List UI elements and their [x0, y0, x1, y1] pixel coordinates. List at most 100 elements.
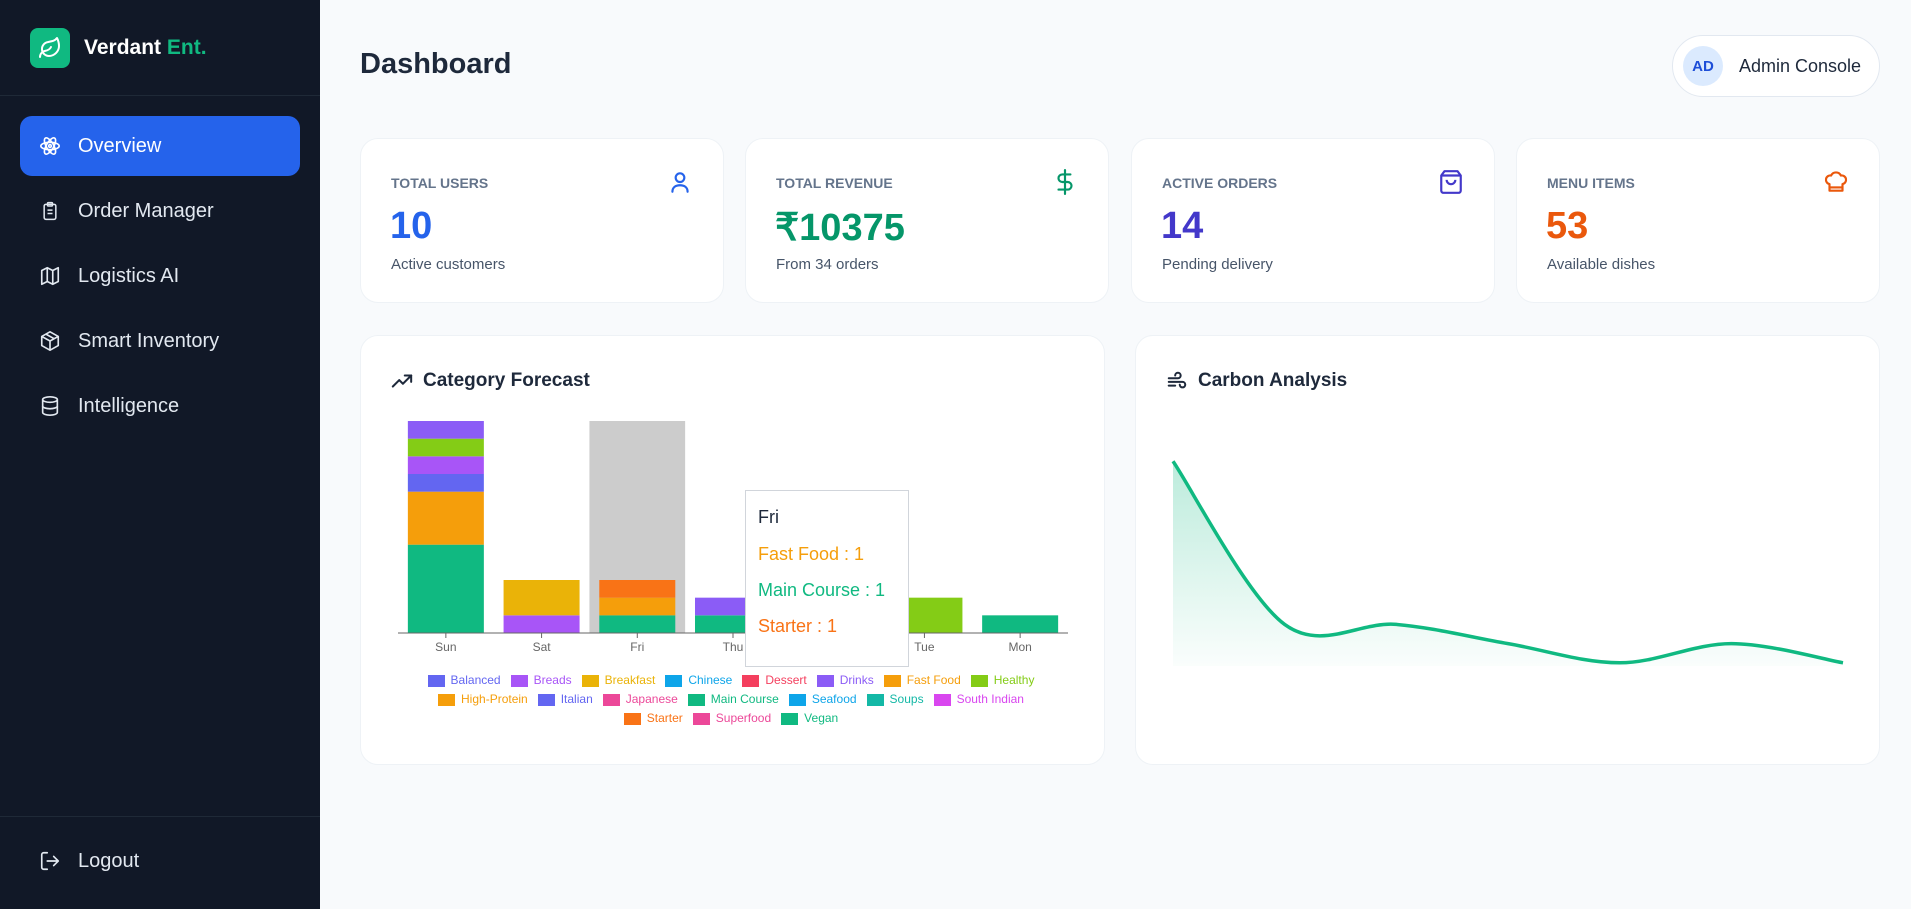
avatar: AD: [1683, 46, 1723, 86]
map-icon: [38, 264, 62, 288]
bar-segment-sat-breakfast[interactable]: [503, 580, 580, 616]
bar-segment-mon-main-course[interactable]: [982, 615, 1059, 633]
panel-title-text: Carbon Analysis: [1198, 370, 1348, 391]
sidebar-item-label: Logistics AI: [78, 264, 180, 287]
clipboard-icon: [38, 199, 62, 223]
user-label: Admin Console: [1739, 55, 1862, 76]
sidebar-item-label: Order Manager: [78, 199, 214, 222]
legend-swatch: [883, 674, 901, 687]
legend-swatch: [510, 674, 528, 687]
panel-title-text: Category Forecast: [423, 370, 590, 391]
carbon-analysis-chart: SatFriThuWedTueMon: [1171, 460, 1844, 666]
legend-item-soups[interactable]: Soups: [866, 690, 924, 709]
legend-swatch: [665, 674, 683, 687]
legend-label: Breakfast: [604, 673, 656, 687]
sidebar-nav: Overview Order Manager Logistics AI Smar…: [20, 116, 300, 441]
sidebar: Verdant Ent. Overview Order Manager Logi…: [0, 0, 320, 909]
category-forecast-chart: SunSatFriThuWedTueMon: [398, 421, 1068, 654]
legend-label: Italian: [560, 692, 593, 706]
wind-icon: [1167, 371, 1187, 389]
trending-up-icon: [391, 374, 413, 388]
legend-item-healthy[interactable]: Healthy: [970, 671, 1034, 690]
sidebar-item-order-manager[interactable]: Order Manager: [20, 181, 300, 241]
legend-item-chinese[interactable]: Chinese: [665, 671, 732, 690]
bar-segment-sun-breads[interactable]: [407, 456, 484, 474]
sidebar-item-smart-inventory[interactable]: Smart Inventory: [20, 311, 300, 371]
leaf-icon: [30, 27, 70, 68]
legend-swatch: [537, 693, 555, 706]
sidebar-item-logistics-ai[interactable]: Logistics AI: [20, 246, 300, 306]
brand[interactable]: Verdant Ent.: [0, 0, 320, 96]
stat-value: 14: [1161, 205, 1204, 247]
legend-item-drinks[interactable]: Drinks: [816, 671, 874, 690]
legend-item-south-indian[interactable]: South Indian: [933, 690, 1024, 709]
legend-item-vegan[interactable]: Vegan: [781, 709, 838, 728]
user-menu[interactable]: AD Admin Console: [1672, 35, 1880, 97]
x-tick-label: Mon: [1008, 640, 1031, 654]
legend-swatch: [866, 693, 884, 706]
legend-item-main-course[interactable]: Main Course: [687, 690, 779, 709]
legend-label: Chinese: [688, 673, 733, 687]
legend-item-starter[interactable]: Starter: [623, 709, 683, 728]
x-tick-label: Sun: [435, 640, 456, 654]
bar-segment-sun-healthy[interactable]: [407, 438, 484, 457]
legend-item-dessert[interactable]: Dessert: [742, 671, 807, 690]
sidebar-item-intelligence[interactable]: Intelligence: [20, 376, 300, 436]
legend-item-superfood[interactable]: Superfood: [692, 709, 772, 728]
bar-segment-fri-fast-food[interactable]: [599, 597, 676, 616]
tooltip-row: Fast Food : 1: [758, 544, 865, 564]
stat-value: ₹10375: [775, 207, 905, 249]
legend-label: Superfood: [715, 711, 772, 725]
stat-card-total-revenue: TOTAL REVENUE ₹10375 From 34 orders: [745, 138, 1109, 303]
sidebar-footer: Logout: [0, 816, 320, 909]
legend-label: Main Course: [710, 692, 779, 706]
legend-label: South Indian: [956, 692, 1024, 706]
sidebar-item-overview[interactable]: Overview: [20, 116, 300, 176]
stat-value: 10: [390, 205, 433, 247]
bar-segment-sun-main-course[interactable]: [407, 544, 484, 633]
legend-item-japanese[interactable]: Japanese: [602, 690, 678, 709]
stat-subtext: Active customers: [391, 256, 506, 273]
legend-label: Balanced: [450, 673, 501, 687]
sidebar-item-label: Intelligence: [78, 394, 180, 417]
x-tick-label: Thu: [723, 640, 744, 654]
area-fill: [1173, 461, 1843, 666]
bar-segment-sun-italian[interactable]: [407, 474, 484, 492]
logout-icon: [38, 849, 62, 873]
stat-label: MENU ITEMS: [1547, 175, 1635, 191]
legend-item-balanced[interactable]: Balanced: [427, 671, 501, 690]
legend-label: High-Protein: [461, 692, 528, 706]
legend-label: Vegan: [804, 711, 839, 725]
legend-item-breads[interactable]: Breads: [510, 671, 572, 690]
legend-swatch: [781, 712, 799, 725]
legend-item-breakfast[interactable]: Breakfast: [581, 671, 656, 690]
logout-button[interactable]: Logout: [38, 849, 139, 873]
x-tick-label: Fri: [630, 640, 644, 654]
stat-subtext: Available dishes: [1547, 256, 1656, 273]
legend-item-seafood[interactable]: Seafood: [788, 690, 857, 709]
bar-segment-fri-main-course[interactable]: [599, 615, 676, 633]
bar-segment-sat-breads[interactable]: [503, 615, 580, 633]
legend-item-italian[interactable]: Italian: [537, 690, 593, 709]
bar-segment-sun-drinks[interactable]: [407, 421, 484, 439]
legend-label: Seafood: [811, 692, 857, 706]
tooltip-row: Starter : 1: [758, 616, 838, 636]
area-line[interactable]: [1171, 460, 1844, 665]
package-icon: [38, 329, 62, 353]
bar-segment-fri-starter[interactable]: [599, 580, 676, 598]
legend-label: Drinks: [839, 673, 874, 687]
legend-swatch: [602, 693, 620, 706]
legend-swatch: [427, 674, 445, 687]
legend-swatch: [933, 693, 951, 706]
legend-item-fast-food[interactable]: Fast Food: [883, 671, 961, 690]
legend-label: Fast Food: [906, 673, 961, 687]
legend-swatch: [816, 674, 834, 687]
legend-swatch: [687, 693, 705, 706]
chart-legend: Balanced Breads Breakfast Chinese Dessert Dri…: [401, 671, 1061, 728]
legend-item-high-protein[interactable]: High-Protein: [438, 690, 528, 709]
stat-card-active-orders: ACTIVE ORDERS 14 Pending delivery: [1131, 138, 1495, 303]
page-title: Dashboard: [360, 48, 512, 80]
legend-label: Starter: [646, 711, 683, 725]
bar-segment-sun-high-protein[interactable]: [407, 491, 484, 545]
legend-label: Dessert: [765, 673, 807, 687]
